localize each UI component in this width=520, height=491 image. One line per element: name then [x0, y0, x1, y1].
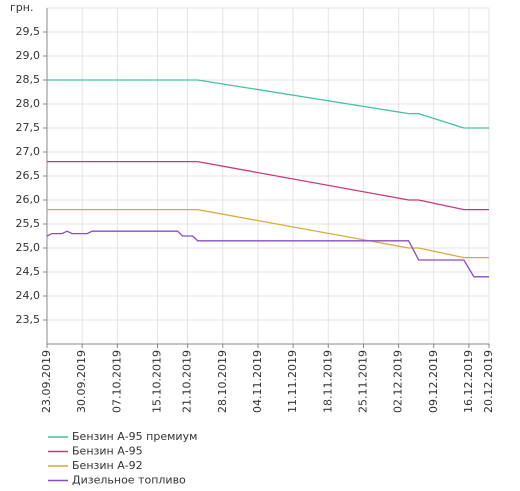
y-tick-label: 28,0: [16, 97, 41, 110]
y-tick-label: 27,0: [16, 145, 41, 158]
y-tick-label: 28,5: [16, 73, 41, 86]
legend-label: Дизельное топливо: [72, 474, 186, 487]
series-line: [47, 79, 489, 129]
y-tick-label: 29,0: [16, 49, 41, 62]
series-line: [47, 208, 489, 259]
x-tick-label: 23.09.2019: [40, 350, 53, 413]
y-tick-label: 29,5: [16, 25, 41, 38]
x-tick-label: 25.11.2019: [356, 350, 369, 413]
y-unit: грн.: [10, 1, 33, 14]
x-tick-label: 18.11.2019: [321, 350, 334, 413]
y-tick-label: 23,5: [16, 313, 41, 326]
x-tick-label: 11.11.2019: [286, 350, 299, 413]
y-tick-label: 24,5: [16, 265, 41, 278]
x-tick-label: 16.12.2019: [462, 350, 475, 413]
y-tick-label: 24,0: [16, 289, 41, 302]
legend-label: Бензин А-92: [72, 459, 143, 472]
x-tick-label: 02.12.2019: [392, 350, 405, 413]
x-tick-label: 09.12.2019: [427, 350, 440, 413]
x-tick-label: 15.10.2019: [151, 350, 164, 413]
x-tick-label: 21.10.2019: [181, 350, 194, 413]
y-tick-label: 27,5: [16, 121, 41, 134]
y-tick-label: 25,0: [16, 241, 41, 254]
x-tick-label: 04.11.2019: [251, 350, 264, 413]
legend-label: Бензин А-95: [72, 445, 143, 458]
y-tick-label: 25,5: [16, 217, 41, 230]
y-tick-label: 26,5: [16, 169, 41, 182]
x-tick-label: 30.09.2019: [75, 350, 88, 413]
x-tick-label: 20.12.2019: [482, 350, 495, 413]
series-line: [46, 230, 489, 278]
x-tick-label: 28.10.2019: [216, 350, 229, 413]
x-tick-label: 07.10.2019: [110, 350, 123, 413]
series-line: [47, 160, 489, 211]
legend-label: Бензин А-95 премиум: [72, 430, 197, 443]
y-tick-label: 26,0: [16, 193, 41, 206]
